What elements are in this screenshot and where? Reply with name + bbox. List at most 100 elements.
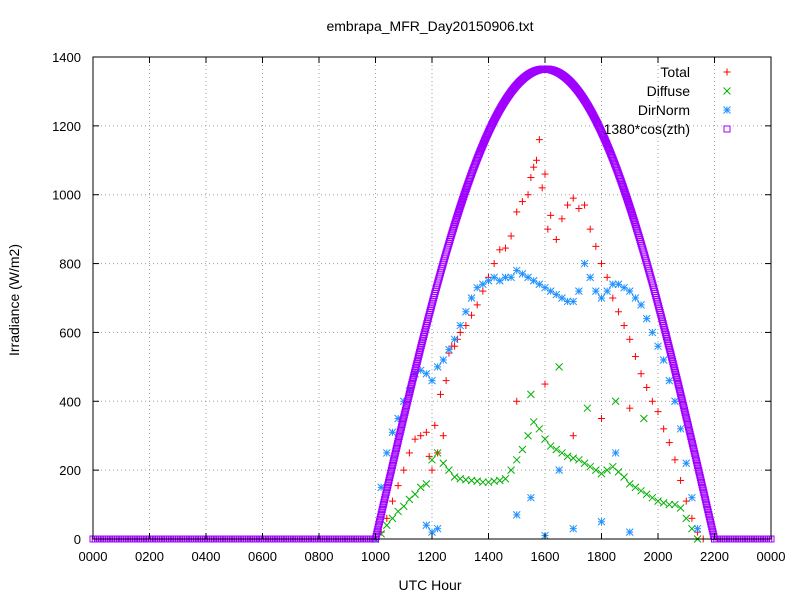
data-point — [690, 447, 698, 455]
data-point — [392, 445, 400, 453]
series-layer — [89, 65, 775, 543]
data-point — [558, 215, 566, 223]
data-point — [631, 353, 639, 361]
data-point — [689, 442, 697, 450]
data-point — [625, 528, 634, 536]
data-point — [680, 404, 688, 412]
data-point — [421, 328, 429, 336]
data-point — [376, 515, 384, 523]
data-point — [666, 348, 674, 356]
data-point — [507, 273, 515, 282]
data-point — [627, 208, 635, 216]
data-point — [433, 363, 442, 371]
data-point — [677, 392, 685, 400]
data-point — [501, 244, 509, 252]
data-point — [402, 404, 410, 412]
data-point — [611, 449, 620, 457]
data-point — [431, 421, 439, 429]
x-tick-label: 2200 — [700, 549, 729, 564]
data-point — [541, 170, 549, 178]
data-point — [665, 439, 673, 447]
data-point — [707, 518, 715, 526]
data-point — [709, 528, 717, 536]
data-point — [518, 445, 527, 454]
data-point — [373, 528, 381, 536]
y-tick-label: 400 — [59, 394, 81, 409]
data-point — [698, 479, 706, 487]
data-point — [591, 466, 600, 474]
data-point — [387, 469, 395, 477]
data-point — [637, 301, 645, 309]
data-point — [473, 301, 481, 309]
data-point — [671, 397, 679, 406]
data-point — [591, 287, 600, 295]
data-point — [659, 498, 668, 507]
data-point — [699, 483, 707, 491]
data-point — [439, 356, 448, 364]
data-point — [675, 383, 683, 391]
data-point — [631, 483, 640, 492]
data-point — [378, 505, 386, 513]
data-point — [608, 280, 617, 289]
data-point — [416, 348, 424, 356]
data-point — [552, 445, 561, 454]
data-point — [473, 283, 482, 292]
data-point — [658, 315, 666, 323]
data-point — [390, 457, 398, 465]
data-point — [659, 319, 667, 327]
data-point — [380, 498, 388, 506]
data-point — [677, 390, 685, 398]
x-tick-label: 1400 — [474, 549, 503, 564]
data-point — [693, 459, 701, 467]
data-point — [412, 362, 420, 370]
data-point — [558, 449, 566, 457]
data-point — [383, 483, 391, 491]
data-point — [679, 399, 687, 407]
data-point — [598, 415, 605, 422]
data-point — [400, 411, 408, 419]
data-point — [507, 232, 515, 240]
data-point — [420, 330, 428, 338]
data-point — [405, 392, 413, 400]
data-point — [672, 369, 680, 377]
data-point — [529, 276, 538, 285]
data-point — [451, 221, 459, 229]
data-point — [381, 493, 389, 501]
data-point — [683, 418, 691, 426]
data-point — [703, 503, 711, 511]
data-point — [685, 423, 693, 431]
data-point — [384, 479, 392, 487]
data-point — [388, 461, 396, 469]
data-point — [450, 473, 459, 481]
data-point — [580, 259, 589, 268]
data-point — [654, 497, 662, 505]
data-point — [372, 533, 380, 541]
data-point — [374, 525, 382, 533]
data-point — [547, 211, 555, 219]
data-point — [586, 225, 594, 233]
data-point — [422, 369, 431, 378]
legend-label: Total — [660, 64, 690, 80]
data-point — [683, 416, 691, 424]
data-point — [688, 524, 696, 533]
data-point — [413, 357, 421, 365]
data-point — [403, 402, 411, 410]
data-point — [625, 287, 634, 295]
x-tick-label: 0000 — [757, 549, 786, 564]
data-point — [704, 505, 712, 513]
data-point — [709, 530, 717, 538]
data-point — [674, 380, 682, 388]
x-tick-label: 0400 — [192, 549, 221, 564]
data-point — [456, 321, 465, 330]
data-point — [382, 521, 391, 530]
data-point — [399, 502, 408, 511]
data-point — [583, 404, 592, 413]
data-point — [685, 425, 693, 433]
data-point — [665, 500, 674, 509]
data-point — [626, 404, 634, 412]
data-point — [663, 335, 671, 343]
data-point — [375, 520, 383, 528]
data-point — [697, 476, 705, 484]
data-point — [603, 273, 611, 281]
data-point — [527, 390, 535, 399]
